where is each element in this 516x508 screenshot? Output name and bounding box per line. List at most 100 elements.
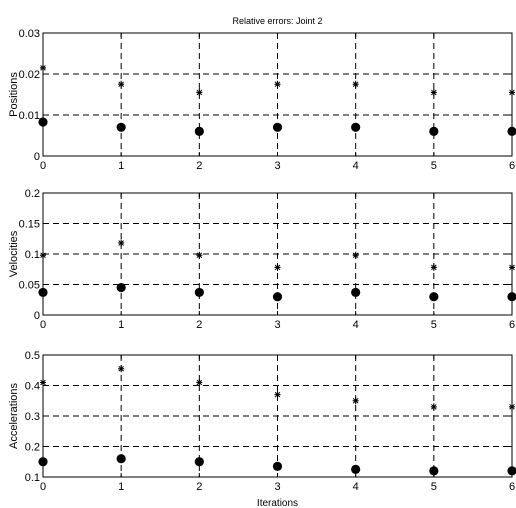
star-stroke — [509, 89, 515, 96]
data-point-dot — [38, 117, 48, 127]
data-point-dot — [194, 126, 204, 136]
y-tick-label: 0.01 — [19, 110, 40, 122]
x-tick-label: 3 — [274, 160, 280, 172]
data-point-star — [352, 251, 359, 259]
x-tick-label: 3 — [274, 319, 280, 331]
data-point-star — [430, 263, 437, 271]
y-axis-label: Accelerations — [8, 382, 20, 449]
y-tick-label: 0 — [34, 310, 40, 322]
data-point-dot — [38, 287, 48, 298]
star-stroke — [352, 252, 359, 258]
x-tick-label: 6 — [509, 319, 515, 331]
y-tick-label: 0.05 — [19, 280, 40, 292]
data-point-dot — [272, 122, 283, 132]
data-point-dot — [351, 464, 361, 474]
x-axis-label: Iterations — [257, 498, 298, 508]
data-point-star — [274, 391, 281, 399]
data-point-star — [196, 378, 203, 386]
y-tick-label: 0.1 — [25, 472, 40, 484]
data-point-star — [118, 80, 125, 88]
data-point-dot — [351, 287, 361, 298]
y-tick-label: 0.2 — [25, 188, 40, 200]
x-tick-label: 2 — [196, 319, 202, 331]
x-tick-label: 0 — [40, 160, 46, 172]
data-point-star — [430, 88, 437, 96]
data-point-star — [352, 80, 359, 88]
data-point-star — [196, 251, 203, 259]
data-point-star — [509, 403, 515, 411]
y-tick-label: 0 — [34, 151, 40, 163]
data-point-dot — [194, 457, 204, 467]
star-stroke — [118, 81, 124, 88]
data-point-dot — [507, 126, 516, 136]
data-point-dot — [272, 292, 283, 302]
star-stroke — [196, 379, 203, 386]
y-tick-label: 0.02 — [19, 69, 40, 81]
star-stroke — [196, 252, 203, 258]
y-axis-label: Positions — [8, 72, 20, 117]
y-tick-label: 0.3 — [25, 411, 40, 423]
x-tick-label: 4 — [353, 481, 359, 493]
star-stroke — [509, 404, 515, 410]
x-tick-label: 5 — [431, 481, 437, 493]
chart-title: Relative errors: Joint 2 — [232, 16, 322, 26]
star-stroke — [431, 264, 437, 271]
star-stroke — [274, 81, 281, 88]
data-point-star — [430, 403, 437, 411]
data-point-dot — [116, 454, 126, 464]
data-point-dot — [351, 122, 361, 132]
y-tick-label: 0.15 — [19, 219, 40, 231]
data-point-dot — [507, 292, 516, 302]
data-point-star — [40, 378, 46, 386]
star-stroke — [40, 379, 46, 386]
star-stroke — [118, 365, 124, 372]
data-point-star — [118, 239, 125, 247]
x-tick-label: 2 — [196, 160, 202, 172]
star-stroke — [118, 240, 124, 246]
x-tick-label: 4 — [353, 160, 359, 172]
data-point-star — [40, 251, 46, 259]
star-stroke — [431, 404, 437, 410]
data-point-dot — [272, 461, 283, 471]
star-stroke — [352, 397, 359, 404]
x-tick-label: 2 — [196, 481, 202, 493]
x-tick-label: 1 — [118, 481, 124, 493]
subplot-3: 0 1 2 3 4 5 6 0.1 0.2 0.3 0.4 0.5 Accelerations Itera… — [8, 350, 516, 508]
star-stroke — [431, 89, 437, 96]
data-point-dot — [194, 287, 204, 298]
y-tick-label: 0.4 — [25, 381, 40, 393]
data-point-dot — [429, 292, 439, 302]
data-point-dot — [429, 126, 439, 136]
star-stroke — [40, 65, 46, 71]
data-point-star — [509, 88, 515, 96]
x-tick-label: 6 — [509, 160, 515, 172]
x-tick-label: 4 — [353, 319, 359, 331]
data-point-star — [352, 397, 359, 405]
data-point-dot — [116, 282, 126, 293]
y-tick-label: 0.1 — [25, 249, 40, 261]
star-stroke — [274, 391, 281, 398]
star-stroke — [40, 252, 46, 258]
data-point-star — [274, 263, 281, 271]
star-stroke — [352, 81, 359, 88]
x-tick-label: 1 — [118, 319, 124, 331]
data-point-star — [196, 88, 203, 96]
data-point-dot — [38, 457, 48, 467]
x-tick-label: 3 — [274, 481, 280, 493]
star-stroke — [509, 264, 515, 271]
data-point-dot — [507, 466, 516, 476]
x-tick-label: 1 — [118, 160, 124, 172]
data-point-star — [274, 80, 281, 88]
data-point-star — [509, 263, 515, 271]
data-point-dot — [116, 122, 126, 132]
x-tick-label: 0 — [40, 319, 46, 331]
data-point-star — [40, 64, 46, 72]
y-tick-label: 0.5 — [25, 350, 40, 362]
star-stroke — [196, 89, 203, 96]
star-stroke — [274, 264, 281, 271]
y-axis-label: Velocities — [8, 230, 20, 277]
subplot-1: 0 1 2 3 4 5 6 0 0.01 0.02 0.03 Positions Relative er… — [8, 16, 516, 172]
data-point-dot — [429, 466, 439, 476]
data-point-star — [118, 365, 125, 373]
x-tick-label: 0 — [40, 481, 46, 493]
